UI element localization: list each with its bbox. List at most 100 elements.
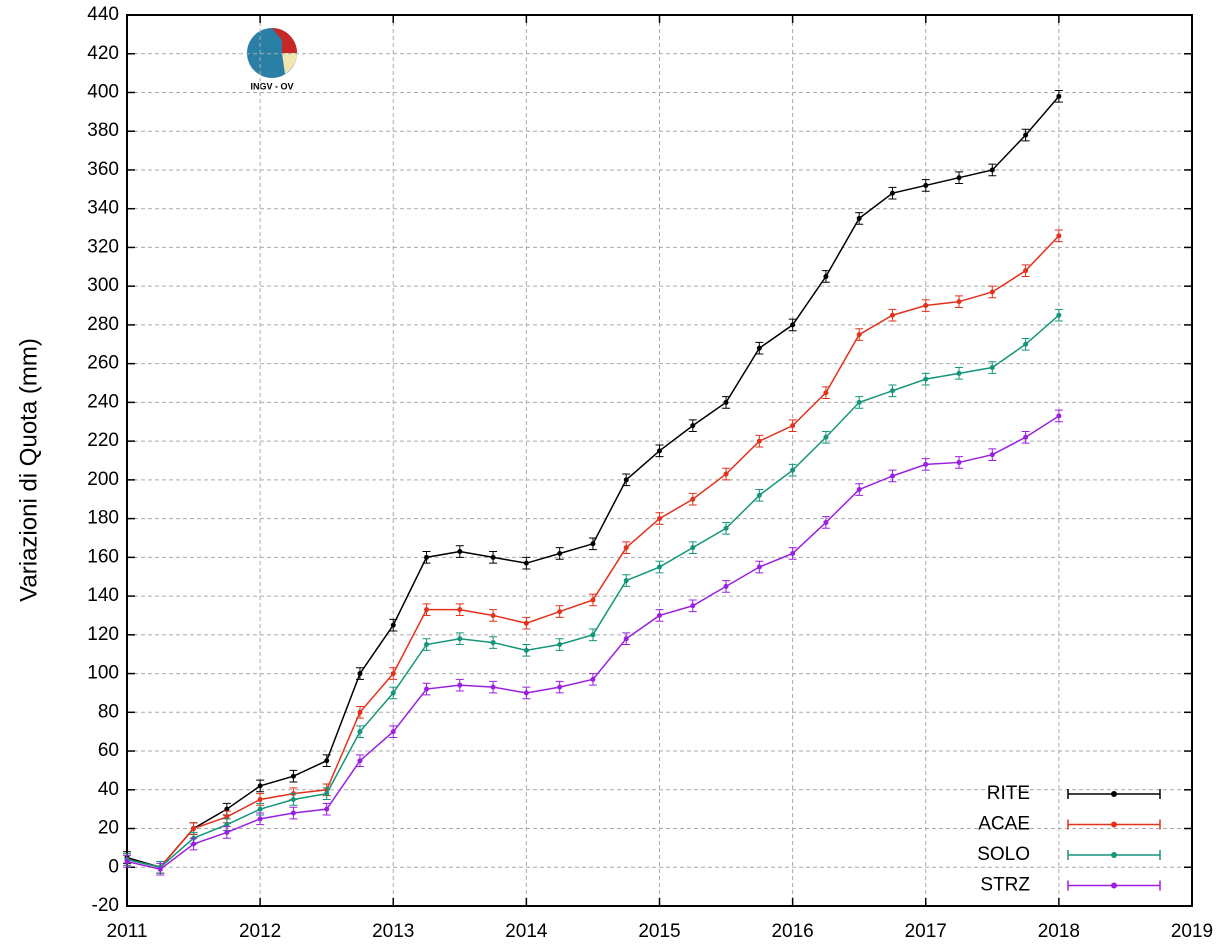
logo-mark — [272, 28, 297, 53]
y-tick-label: 400 — [87, 81, 119, 102]
y-tick-label: 140 — [87, 585, 119, 606]
logo-mark — [282, 53, 297, 74]
data-point — [690, 496, 696, 502]
data-point — [424, 686, 430, 692]
y-tick-label: 40 — [98, 779, 119, 800]
data-point — [224, 829, 230, 835]
y-tick-label: 380 — [87, 120, 119, 141]
data-point — [224, 806, 230, 812]
data-point — [690, 545, 696, 551]
data-point — [257, 816, 263, 822]
data-point — [889, 190, 895, 196]
y-tick-label: 340 — [87, 198, 119, 219]
data-point — [623, 545, 629, 551]
y-tick-label: 420 — [87, 43, 119, 64]
data-point — [889, 388, 895, 394]
data-point — [1056, 413, 1062, 419]
data-point — [756, 345, 762, 351]
data-point — [157, 866, 163, 872]
y-tick-label: 240 — [87, 391, 119, 412]
data-point — [823, 519, 829, 525]
plot-frame — [126, 14, 1193, 907]
data-point — [956, 370, 962, 376]
legend-label: STRZ — [980, 875, 1030, 896]
legend-label: SOLO — [977, 844, 1030, 865]
data-point — [889, 312, 895, 318]
data-point — [856, 215, 862, 221]
data-point — [557, 642, 563, 648]
series-line — [126, 415, 1060, 871]
y-tick-label: 440 — [87, 4, 119, 25]
series-line — [126, 95, 1060, 869]
data-point — [490, 554, 496, 560]
data-point — [523, 690, 529, 696]
data-point — [457, 682, 463, 688]
data-point — [357, 671, 363, 677]
data-point — [424, 554, 430, 560]
data-point — [324, 806, 330, 812]
data-point — [723, 583, 729, 589]
x-tick-label: 2015 — [638, 921, 680, 942]
legend-marker — [1111, 882, 1117, 889]
y-tick-label: 60 — [98, 740, 119, 761]
y-tick-label: 100 — [87, 663, 119, 684]
data-point — [324, 758, 330, 764]
data-point — [390, 671, 396, 677]
data-point — [457, 549, 463, 555]
data-point — [557, 684, 563, 690]
data-point — [790, 423, 796, 429]
data-point — [657, 516, 662, 522]
data-point — [124, 858, 130, 864]
y-tick-label: 0 — [108, 856, 119, 877]
legend-label: RITE — [987, 783, 1030, 804]
x-tick-label: 2017 — [905, 921, 947, 942]
y-tick-label: -20 — [92, 895, 119, 916]
data-point — [790, 322, 796, 328]
y-tick-label: 260 — [87, 353, 119, 374]
data-point — [1023, 268, 1029, 274]
data-point — [823, 390, 829, 396]
data-point — [224, 814, 230, 820]
data-point — [257, 796, 263, 802]
legend-marker — [1111, 791, 1117, 797]
data-point — [756, 492, 762, 498]
data-point — [1056, 233, 1062, 239]
data-point — [1023, 132, 1029, 138]
y-tick-label: 120 — [87, 624, 119, 645]
data-point — [557, 609, 563, 615]
data-point — [257, 806, 263, 812]
data-point — [490, 640, 496, 646]
y-tick-label: 200 — [87, 469, 119, 490]
y-tick-label: 280 — [87, 314, 119, 335]
y-tick-label: 20 — [98, 818, 119, 839]
data-point — [1023, 341, 1029, 347]
data-point — [690, 423, 696, 429]
legend-label: ACAE — [978, 814, 1030, 835]
data-point — [424, 642, 430, 648]
data-point — [923, 303, 929, 309]
data-point — [523, 620, 529, 626]
data-point — [557, 550, 563, 556]
data-point — [657, 612, 662, 618]
y-tick-label: 300 — [87, 275, 119, 296]
data-point — [290, 796, 296, 802]
data-point — [723, 525, 729, 531]
data-point — [923, 461, 929, 467]
data-point — [623, 477, 629, 483]
data-point — [191, 841, 197, 847]
data-point — [523, 647, 529, 653]
data-point — [390, 622, 396, 628]
data-point — [357, 709, 363, 715]
data-point — [623, 578, 629, 584]
data-point — [424, 607, 430, 613]
data-point — [490, 684, 496, 690]
logo: INGV - OV — [247, 28, 297, 91]
data-point — [956, 175, 962, 181]
y-tick-label: 80 — [98, 701, 119, 722]
data-point — [889, 473, 895, 479]
data-point — [956, 299, 962, 305]
data-point — [523, 560, 529, 566]
data-point — [590, 676, 596, 682]
legend-marker — [1111, 852, 1117, 858]
